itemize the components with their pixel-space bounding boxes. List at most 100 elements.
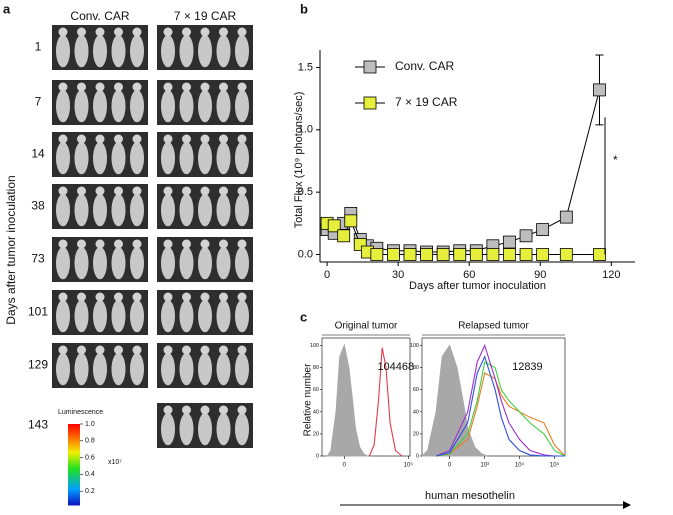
plot-frame — [421, 337, 566, 457]
mouse — [111, 193, 126, 227]
mouse — [111, 89, 126, 123]
marker — [519, 248, 533, 261]
mouse — [56, 246, 70, 280]
mouse — [216, 89, 231, 123]
mouse-head — [58, 292, 68, 302]
mouse — [235, 299, 249, 333]
y-tick-label: 0 — [316, 453, 319, 459]
marker — [436, 248, 450, 261]
chart-title: Original tumor — [335, 321, 398, 332]
mouse-head — [114, 27, 123, 37]
mouse-head — [237, 186, 247, 196]
mouse — [130, 352, 144, 386]
day-label: 73 — [31, 252, 45, 266]
mouse — [130, 89, 144, 123]
marker — [503, 248, 516, 261]
mouse-head — [182, 134, 191, 144]
mouse-head — [114, 82, 123, 92]
mouse — [198, 89, 212, 123]
mouse-head — [200, 345, 210, 355]
mouse — [74, 352, 89, 386]
mouse — [198, 141, 212, 175]
x-tick-label: 90 — [534, 269, 546, 281]
marker — [536, 223, 550, 236]
legend-marker — [363, 96, 377, 110]
panel-label: a — [3, 1, 11, 16]
annotation: 104468 — [377, 361, 414, 373]
mouse-head — [95, 82, 105, 92]
mouse-head — [77, 27, 86, 37]
mouse — [235, 34, 249, 68]
mouse-head — [219, 82, 228, 92]
mouse-head — [163, 345, 173, 355]
x-tick-label: 0 — [324, 269, 330, 281]
marker — [327, 219, 341, 233]
y-tick-label: 40 — [313, 409, 319, 415]
mouse — [93, 141, 107, 175]
mouse — [235, 89, 249, 123]
mouse-head — [163, 82, 173, 92]
mouse-head — [77, 292, 86, 302]
mouse — [74, 141, 89, 175]
mouse-head — [237, 82, 247, 92]
histogram-area — [326, 343, 370, 457]
colorbar-tick-label: 0.4 — [85, 471, 95, 478]
mouse-head — [219, 292, 228, 302]
mouse-head — [237, 239, 247, 249]
mouse-head — [95, 292, 105, 302]
colorbar-tick-label: 0.6 — [85, 454, 95, 461]
mouse — [198, 352, 212, 386]
mouse-head — [200, 292, 210, 302]
x-tick-label: 10³ — [480, 463, 489, 469]
mouse — [198, 412, 212, 446]
x-axis-label: human mesothelin — [425, 490, 515, 502]
y-axis-label: Relative number — [303, 363, 314, 436]
y-tick-label: 0.0 — [298, 248, 313, 260]
mouse — [161, 34, 175, 68]
mouse — [56, 352, 70, 386]
legend-label: 7 × 19 CAR — [395, 95, 458, 109]
x-tick-label: 10⁵ — [404, 462, 414, 469]
mouse-head — [200, 27, 210, 37]
column-title: Conv. CAR — [70, 9, 129, 23]
marker — [337, 229, 351, 243]
mouse — [235, 352, 249, 386]
marker — [593, 248, 606, 261]
colorbar-tick-label: 0.8 — [85, 438, 95, 445]
mouse-head — [182, 292, 191, 302]
marker — [469, 248, 483, 261]
panel-label: c — [300, 309, 307, 324]
mouse-head — [219, 405, 228, 415]
mouse — [130, 299, 144, 333]
mouse-head — [95, 186, 105, 196]
mouse-head — [132, 82, 142, 92]
mouse-head — [77, 239, 86, 249]
mouse-head — [219, 186, 228, 196]
mouse-head — [95, 345, 105, 355]
mouse — [179, 193, 194, 227]
mouse-head — [132, 27, 142, 37]
mouse-head — [182, 239, 191, 249]
y-tick-label: 0 — [416, 453, 419, 459]
mouse-head — [219, 239, 228, 249]
mouse-head — [77, 134, 86, 144]
marker — [593, 83, 606, 97]
mouse-head — [237, 27, 247, 37]
mouse — [216, 412, 231, 446]
mouse — [111, 34, 126, 68]
marker — [420, 248, 433, 261]
mouse-head — [219, 345, 228, 355]
mouse — [161, 352, 175, 386]
mouse-head — [77, 82, 86, 92]
mouse — [216, 141, 231, 175]
mouse-head — [200, 405, 210, 415]
mouse — [235, 412, 249, 446]
mouse — [111, 246, 126, 280]
mouse — [235, 246, 249, 280]
mouse — [216, 246, 231, 280]
mouse-head — [58, 239, 68, 249]
mouse-head — [200, 82, 210, 92]
mouse — [179, 246, 194, 280]
mouse — [74, 299, 89, 333]
mouse — [198, 34, 212, 68]
